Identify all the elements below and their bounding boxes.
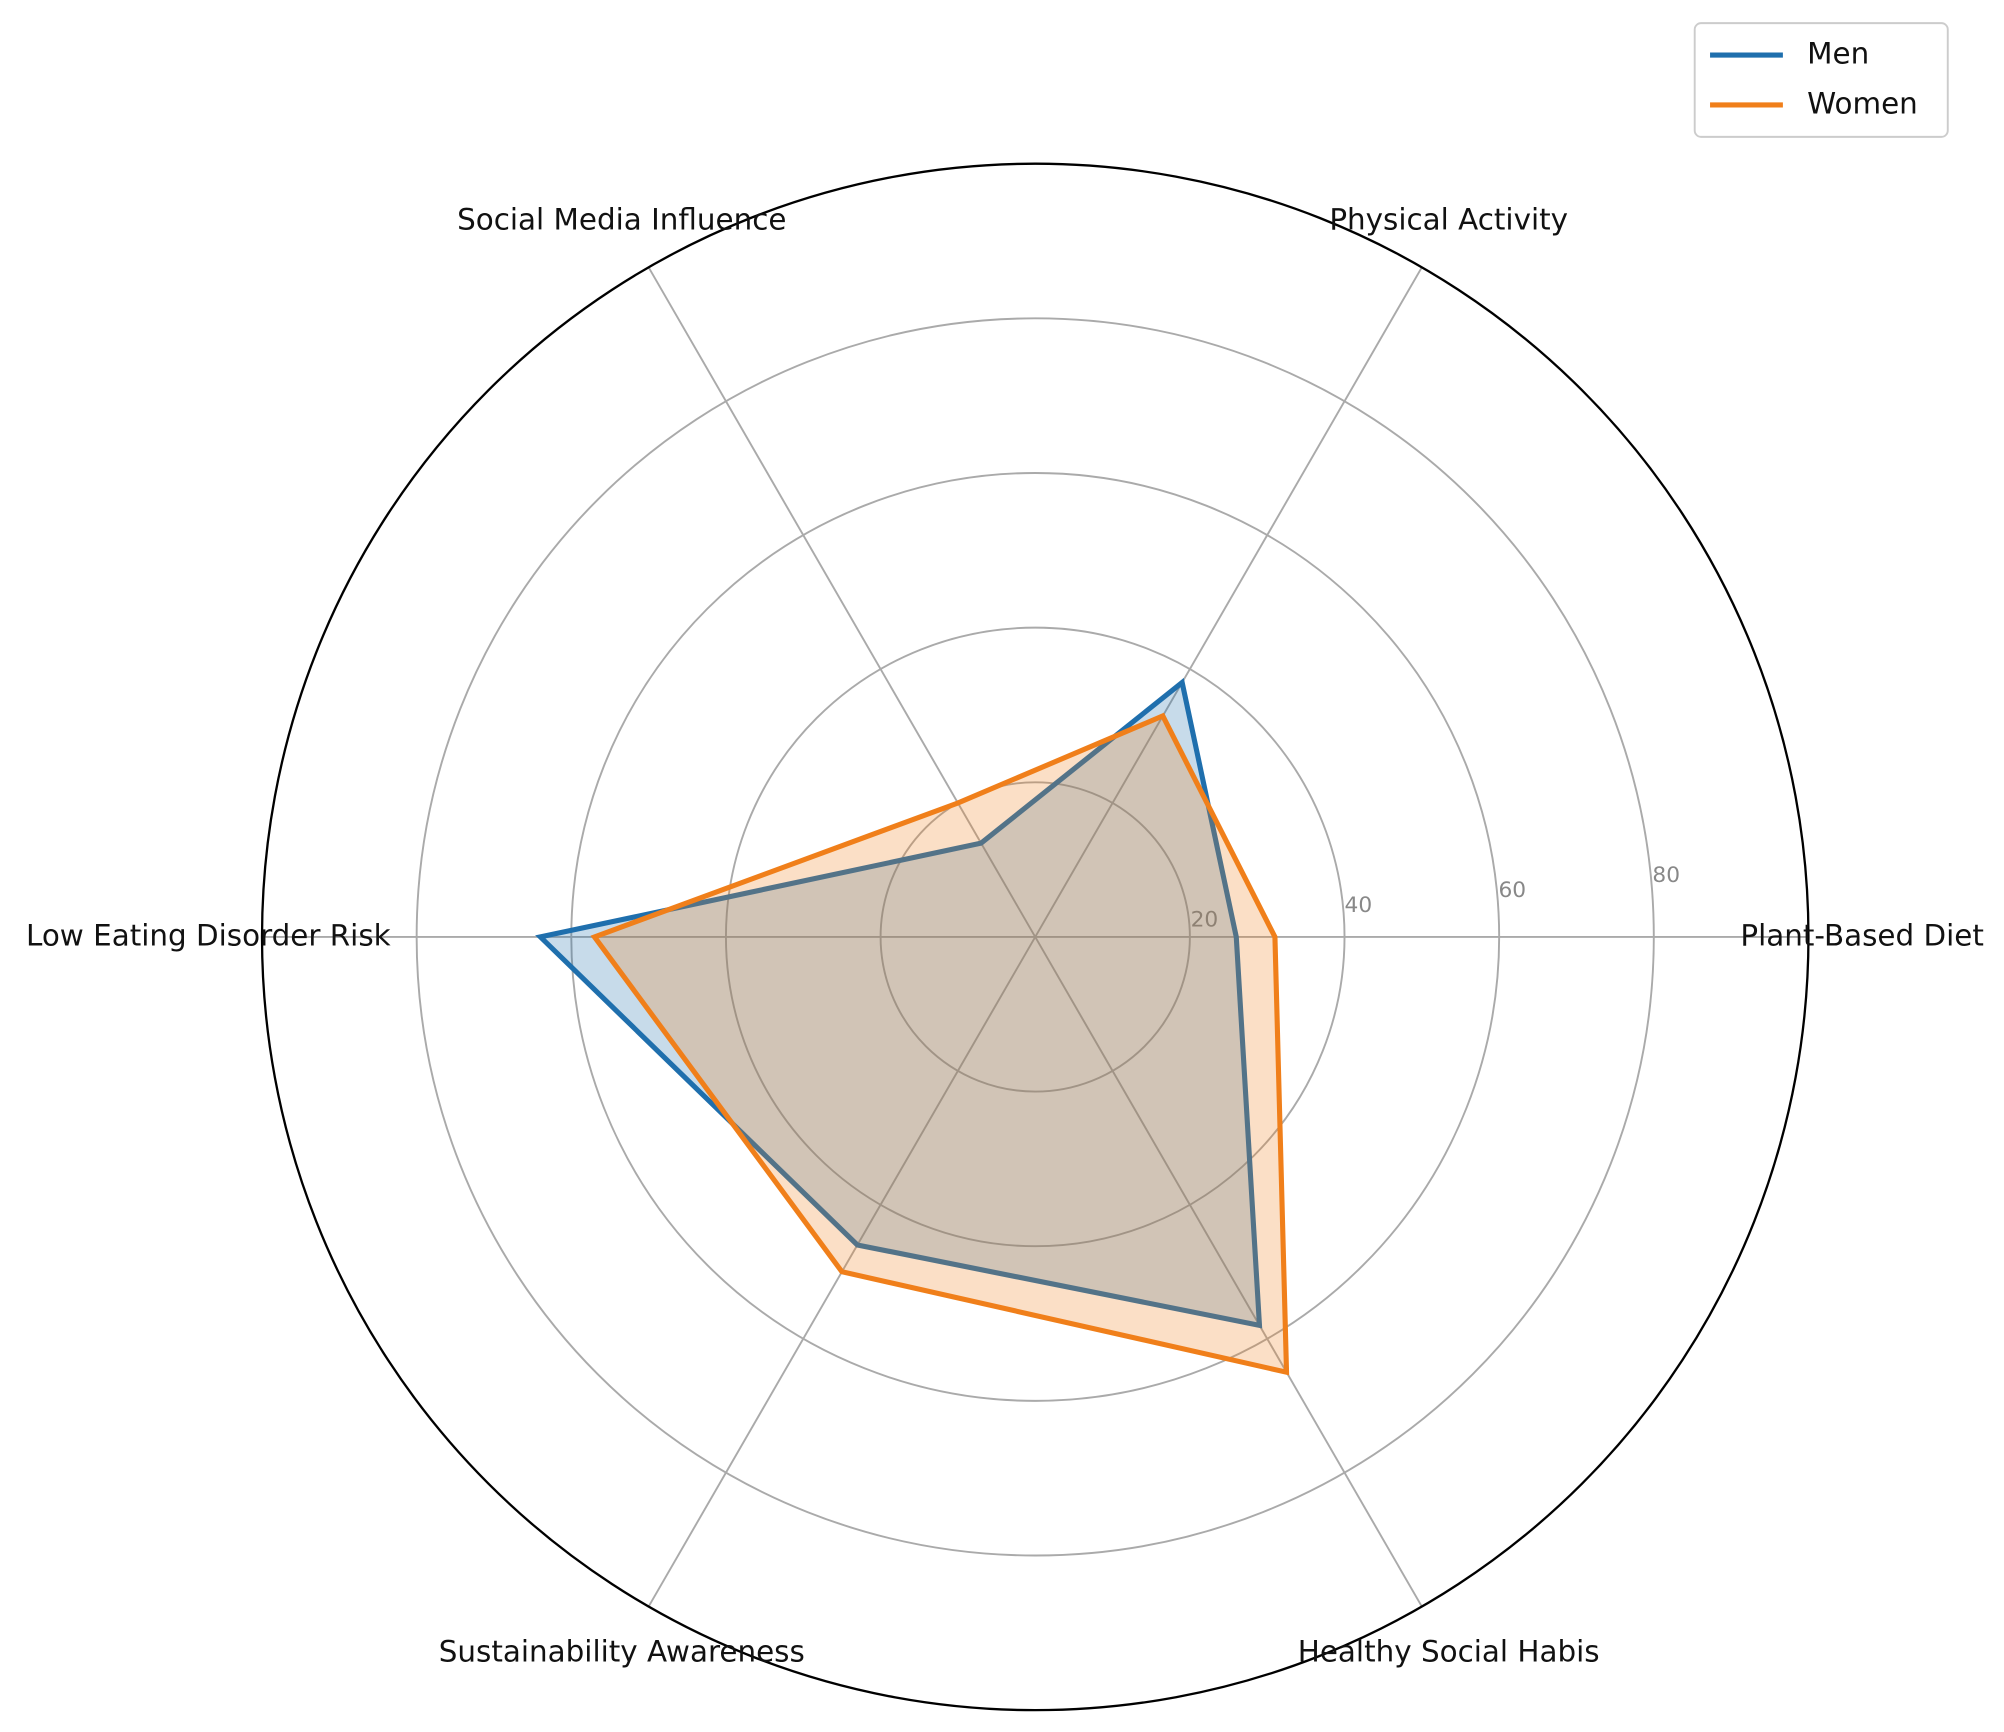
r-tick-label: 20: [1191, 908, 1219, 933]
category-label: Social Media Influence: [457, 202, 786, 236]
series-area: [594, 715, 1287, 1373]
legend-frame: [1693, 22, 1949, 138]
category-label: Physical Activity: [1329, 202, 1568, 236]
grid-ring: [570, 472, 1501, 1402]
grid-ring: [724, 626, 1346, 1248]
r-tick-label: 80: [1652, 863, 1680, 888]
series-line: [535, 677, 1263, 1329]
category-label: Sustainability Awareness: [439, 1635, 805, 1669]
spoke: [1034, 936, 1423, 1608]
legend: Men Women: [1693, 22, 1949, 138]
r-tick-label: 40: [1345, 893, 1373, 918]
grid-ring: [415, 317, 1655, 1557]
category-label: Low Eating Disorder Risk: [26, 918, 391, 952]
spoke: [1034, 266, 1423, 938]
legend-label: Women: [1807, 86, 1918, 120]
r-tick-label: 60: [1498, 878, 1526, 903]
category-label: Plant-Based Diet: [1740, 918, 1983, 952]
series-area: [540, 682, 1260, 1326]
category-label: Healthy Social Habis: [1298, 1635, 1600, 1669]
spoke: [647, 266, 1037, 938]
grid-ring: [879, 781, 1191, 1093]
legend-label: Men: [1807, 37, 1869, 71]
series-line: [590, 712, 1290, 1376]
outer-ring: [260, 162, 1810, 1712]
